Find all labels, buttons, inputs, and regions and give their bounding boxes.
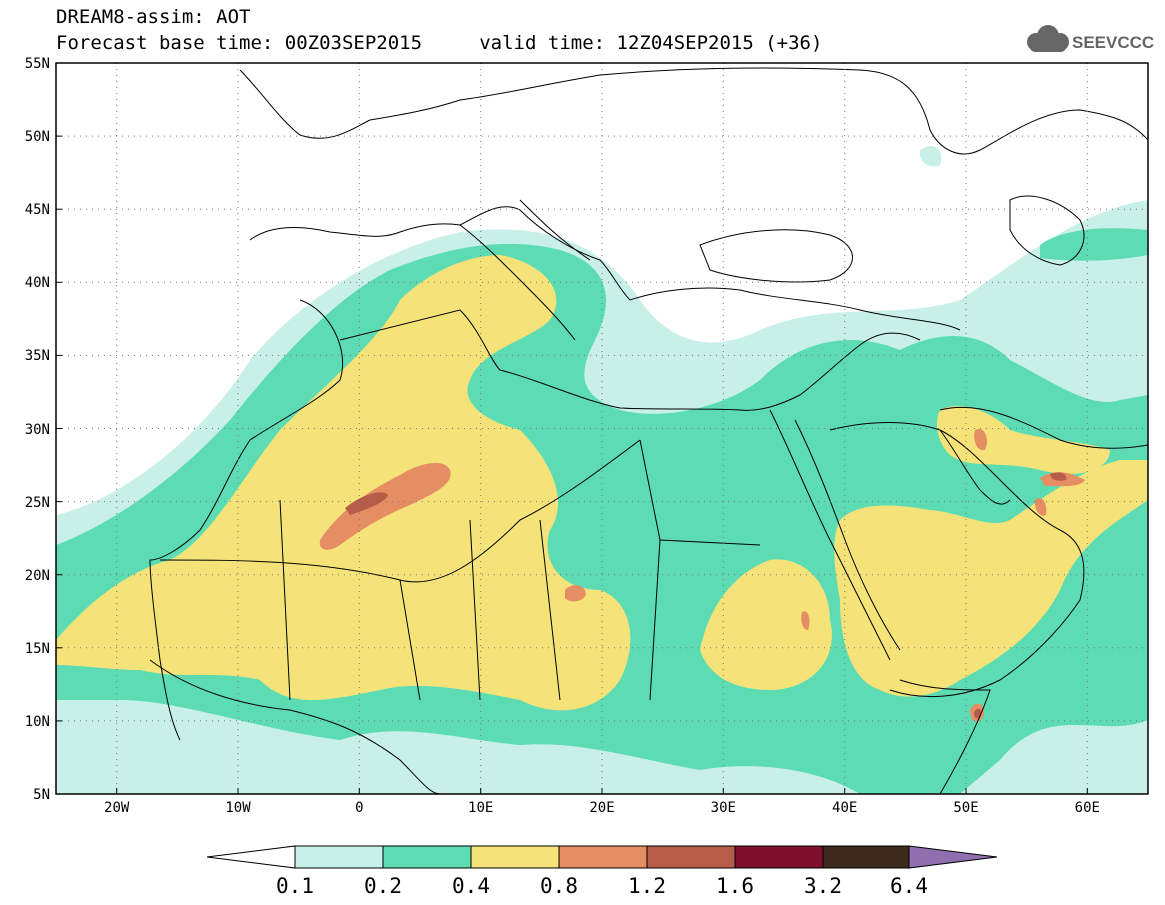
lat-label: 25N bbox=[25, 495, 50, 511]
axis-ticks bbox=[56, 135, 1088, 795]
colorbar-label: 3.2 bbox=[804, 874, 842, 898]
lon-label: 10E bbox=[468, 800, 493, 816]
logo-text: SEEVCCC bbox=[1072, 33, 1154, 52]
colorbar-label: 6.4 bbox=[890, 874, 928, 898]
colorbar-label: 0.2 bbox=[364, 874, 402, 898]
lat-label: 30N bbox=[25, 422, 50, 438]
lat-lon-grid bbox=[56, 63, 1148, 794]
colorbar-label: 0.8 bbox=[540, 874, 578, 898]
map-title: DREAM8-assim: AOT bbox=[56, 6, 251, 28]
colorbar-swatch bbox=[382, 845, 472, 869]
country-borders bbox=[149, 67, 1148, 794]
colorbar: 0.1 0.2 0.4 0.8 1.2 1.6 3.2 6.4 bbox=[206, 845, 998, 898]
colorbar-label: 1.6 bbox=[716, 874, 754, 898]
lat-label: 40N bbox=[25, 275, 50, 291]
lat-labels: 5N 10N 15N 20N 25N 30N 35N 40N 45N 50N 5… bbox=[25, 56, 50, 803]
lat-label: 10N bbox=[25, 714, 50, 730]
lat-label: 50N bbox=[25, 129, 50, 145]
lat-label: 20N bbox=[25, 568, 50, 584]
lon-label: 50E bbox=[953, 800, 978, 816]
lon-label: 20E bbox=[589, 800, 614, 816]
lon-label: 10W bbox=[225, 800, 251, 816]
colorbar-swatch bbox=[470, 845, 560, 869]
colorbar-swatch bbox=[294, 845, 384, 869]
aot-level-1.2 bbox=[345, 472, 1067, 719]
lat-label: 5N bbox=[33, 787, 50, 803]
forecast-time-line: Forecast base time: 00Z03SEP2015 valid t… bbox=[56, 32, 823, 54]
lon-label: 20W bbox=[104, 800, 130, 816]
aot-level-0.4 bbox=[56, 255, 1148, 711]
colorbar-label: 0.4 bbox=[452, 874, 490, 898]
lon-label: 60E bbox=[1075, 800, 1100, 816]
lat-label: 55N bbox=[25, 56, 50, 72]
lon-labels: 20W 10W 0 10E 20E 30E 40E 50E 60E bbox=[104, 800, 1100, 816]
colorbar-swatch bbox=[734, 845, 824, 869]
colorbar-swatch bbox=[822, 845, 910, 869]
seevccc-logo: SEEVCCC bbox=[1027, 25, 1154, 52]
lon-label: 40E bbox=[832, 800, 857, 816]
colorbar-low-arrow bbox=[206, 845, 296, 869]
colorbar-label: 1.2 bbox=[628, 874, 666, 898]
lat-label: 35N bbox=[25, 348, 50, 364]
lat-label: 15N bbox=[25, 641, 50, 657]
lon-label: 0 bbox=[355, 800, 363, 816]
colorbar-label: 0.1 bbox=[276, 874, 314, 898]
lat-label: 45N bbox=[25, 202, 50, 218]
lon-label: 30E bbox=[711, 800, 736, 816]
colorbar-swatch bbox=[558, 845, 648, 869]
cloud-icon bbox=[1027, 25, 1069, 52]
colorbar-high-arrow bbox=[908, 845, 998, 869]
colorbar-swatch bbox=[646, 845, 736, 869]
